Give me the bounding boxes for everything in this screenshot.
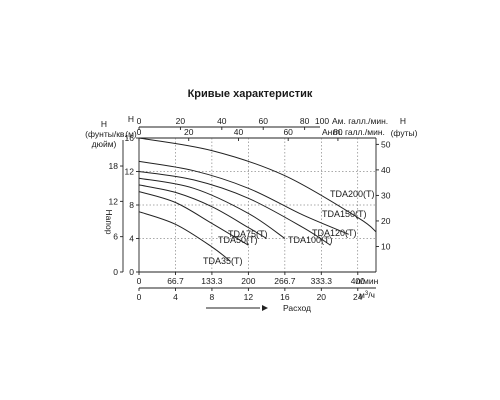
curves-layer — [138, 137, 377, 262]
tick-label-lpm: 200 — [241, 276, 255, 286]
curve-labels-layer: TDA200(T) TDA150(T) TDA120(T)TDA100(T) TDA7… — [203, 189, 375, 266]
tick-label-m3h: 8 — [210, 292, 215, 302]
tick-label-m3h: 20 — [317, 292, 327, 302]
curve-tda100-t — [138, 177, 286, 239]
grid-layer — [139, 138, 376, 272]
tick-label-lpm: 400 — [351, 276, 365, 286]
x-us-gpm-unit: Ам. галл./мин. — [332, 116, 388, 126]
curve-tda35-t — [138, 211, 231, 262]
y-left-meters-label: Напор — [104, 210, 114, 235]
tick-label-psi: 12 — [109, 196, 119, 206]
header-left-h: H — [128, 114, 134, 124]
tick-label-feet: 50 — [381, 139, 391, 149]
tick-label-imp-gpm: 20 — [184, 127, 194, 137]
tick-label-us-gpm: 0 — [137, 116, 142, 126]
tick-label-feet: 10 — [381, 241, 391, 251]
tick-label-meters: 8 — [129, 200, 134, 210]
x-imp-gpm-unit: Англ. галл./мин. — [322, 127, 385, 137]
y-left-psi-unit-b: дюйм) — [92, 139, 117, 149]
tick-label-imp-gpm: 40 — [234, 127, 244, 137]
y-left-psi-unit-a: (фунты/кв. — [85, 129, 127, 139]
curve-label-tda150-t: TDA150(T) — [322, 209, 367, 219]
curve-tda150-t — [138, 160, 349, 235]
tick-label-lpm: 0 — [137, 276, 142, 286]
tick-label-meters: 12 — [125, 167, 135, 177]
curve-label-tda75-t: TDA75(T) — [228, 229, 268, 239]
tick-label-meters: 0 — [129, 267, 134, 277]
tick-label-imp-gpm: 0 — [137, 127, 142, 137]
tick-label-lpm: 133.3 — [201, 276, 223, 286]
tick-label-psi: 6 — [113, 232, 118, 242]
y-right-feet-label: H — [400, 116, 406, 126]
curve-label-tda50-t: TDA50(T) — [218, 235, 258, 245]
curve-label-tda35-t: TDA35(T) — [203, 256, 243, 266]
x-m3h-unit: м3/ч — [359, 290, 375, 300]
tick-label-lpm: 66.7 — [167, 276, 184, 286]
flow-label: Расход — [283, 303, 311, 313]
curve-tda120-t — [138, 171, 331, 246]
tick-label-imp-gpm: 80 — [333, 127, 343, 137]
curve-tda75-t — [138, 184, 267, 239]
tick-label-imp-gpm: 60 — [283, 127, 293, 137]
tick-label-m3h: 24 — [353, 292, 363, 302]
tick-label-m3h: 4 — [173, 292, 178, 302]
header-left-unit: (м) — [125, 129, 137, 139]
tick-label-us-gpm: 60 — [258, 116, 268, 126]
curve-label-tda100-t: TDA100(T) — [288, 235, 333, 245]
tick-label-feet: 30 — [381, 190, 391, 200]
tick-label-meters: 4 — [129, 234, 134, 244]
tick-label-psi: 0 — [113, 267, 118, 277]
flow-arrow-head — [262, 305, 268, 311]
tick-label-m3h: 0 — [137, 292, 142, 302]
chart-title: Кривые характеристик — [188, 88, 313, 100]
curve-tda50-t — [138, 191, 249, 246]
tick-label-lpm: 266.7 — [274, 276, 296, 286]
tick-label-us-gpm: 40 — [217, 116, 227, 126]
tick-label-feet: 20 — [381, 216, 391, 226]
tick-label-m3h: 16 — [280, 292, 290, 302]
curve-label-tda120-t: TDA120(T) — [312, 228, 357, 238]
curve-tda200-t — [138, 137, 377, 233]
tick-label-feet: 40 — [381, 165, 391, 175]
y-left-psi-label: H — [101, 119, 107, 129]
x-us-gpm-prefix: 100 — [315, 116, 329, 126]
tick-label-m3h: 12 — [244, 292, 254, 302]
tick-label-psi: 18 — [109, 161, 119, 171]
curve-label-tda200-t: TDA200(T) — [330, 189, 375, 199]
y-right-feet-unit: (футы) — [391, 128, 418, 138]
tick-label-us-gpm: 20 — [176, 116, 186, 126]
tick-label-meters: 16 — [125, 133, 135, 143]
tick-label-us-gpm: 80 — [300, 116, 310, 126]
tick-label-lpm: 333.3 — [311, 276, 333, 286]
x-lpm-unit: л/мин — [356, 276, 379, 286]
